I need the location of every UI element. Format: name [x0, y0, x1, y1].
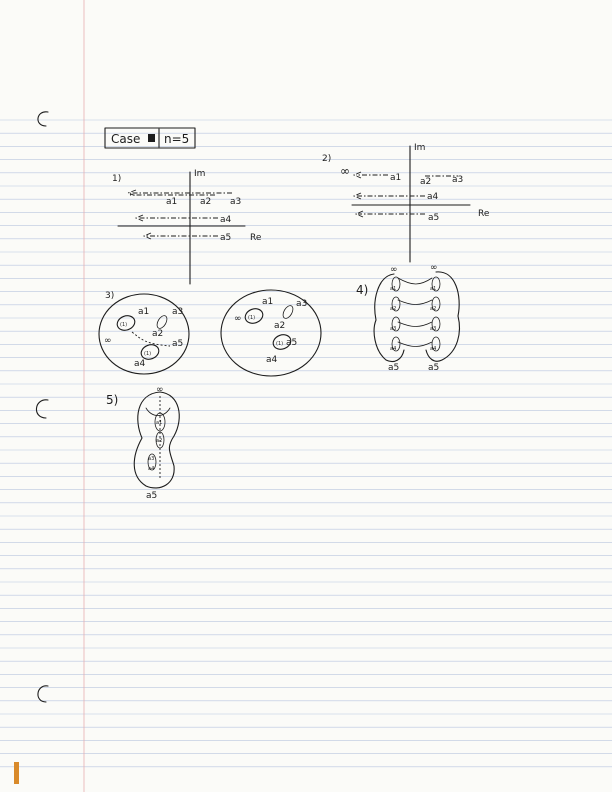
sketch-3-right-handle-1: [244, 308, 264, 324]
sketch-3-left-hole-a1: [156, 315, 168, 329]
sketch-2-point-a2: a2: [420, 177, 431, 187]
sketch-3-right-loop-1: (1): [248, 315, 255, 321]
scribble-mark: [148, 134, 155, 142]
sketch-2-point-a1: a1: [390, 173, 401, 183]
sketch-4-right-infinity: ∞: [430, 263, 438, 273]
binding-strip: [14, 762, 19, 784]
sketch-3-left-handle-1: [116, 315, 136, 331]
sketch-1-cut-3: [134, 214, 218, 222]
sketch-1-cut-4: [142, 232, 218, 240]
sketch-3-number: 3): [105, 291, 114, 301]
sketch-4-bridge-4: [397, 341, 433, 347]
binder-hole-middle: [35, 399, 49, 419]
sketch-4-right-a3: a3: [430, 326, 436, 332]
case-label: Case: [111, 132, 140, 146]
sketch-3-left: 3) (1) (1) ∞ a1 a3 a2 a5 a4: [98, 291, 190, 375]
sketch-4-left-a4: a4: [390, 346, 396, 352]
sketch-3-right-a4: a4: [266, 355, 278, 365]
sketch-1-point-a1: a1: [166, 197, 177, 207]
sketch-3-left-loop-1: (1): [120, 322, 127, 328]
sketch-2-re-label: Re: [478, 209, 490, 219]
sketch-4-bridge-2: [397, 299, 433, 305]
sketch-3-right-loop-2: (1): [276, 341, 283, 347]
sketch-1-im-label: Im: [194, 169, 205, 179]
sketch-1: 1) Im Re a1 a2 a3 a4 a5: [112, 169, 262, 285]
sketch-3-left-path: [131, 331, 171, 347]
sketch-5-infinity: ∞: [156, 385, 164, 395]
sketch-5-a1: a1: [156, 420, 162, 426]
sketch-3-left-loop-2: (1): [144, 351, 151, 357]
sketch-3-right-hole-a3: [282, 305, 294, 319]
sketch-1-point-a3: a3: [230, 197, 241, 207]
sketch-3-right-a1: a1: [262, 297, 273, 307]
sketch-3-left-a3: a3: [172, 307, 183, 317]
sketch-3-right: (1) (1) ∞ a1 a3 a2 a5 a4: [220, 289, 322, 377]
sketch-4-left-a3: a3: [390, 326, 396, 332]
sketch-4-left-a5: a5: [388, 363, 399, 373]
case-header-box: [104, 127, 196, 149]
sketch-2-im-label: Im: [414, 143, 425, 153]
sketch-4-bridge-1: [397, 277, 433, 285]
sketch-1-number: 1): [112, 174, 121, 184]
sketch-5-a5: a5: [146, 491, 157, 501]
sketch-5-hole-a1: [154, 412, 166, 432]
sketch-4-right-a2: a2: [430, 306, 436, 312]
binder-hole-bottom: [37, 685, 49, 703]
sketch-2-point-a4: a4: [427, 192, 439, 202]
sketch-2-cut-3: [352, 192, 425, 200]
sketch-3-left-a5: a5: [172, 339, 183, 349]
sketch-2-cut-1: [352, 171, 388, 179]
sketch-3-left-outer: [98, 293, 190, 375]
sketch-3-left-handle-2: [140, 344, 160, 360]
sketch-5-outline: [133, 391, 180, 489]
sketch-3-right-a3: a3: [296, 299, 307, 309]
sketch-4-right-a5: a5: [428, 363, 439, 373]
sketch-3-left-a1: a1: [138, 307, 149, 317]
sketch-4-number: 4): [356, 283, 368, 297]
sketch-5-a2: a2: [156, 438, 162, 444]
sketch-4-right-a1: a1: [430, 286, 436, 292]
n-label: n=5: [164, 132, 189, 146]
sketch-5-a3: a3: [148, 456, 154, 462]
sketch-1-point-a5: a5: [220, 233, 231, 243]
sketch-5-a4: a4: [148, 466, 154, 472]
sketch-3-left-a4: a4: [134, 359, 146, 369]
sketch-4-left-infinity: ∞: [390, 265, 398, 275]
sketch-2-cut-4: [354, 210, 425, 218]
sketch-2: 2) Im Re ∞ a1 a2 a3 a4 a5: [322, 143, 490, 263]
sketch-5-hole-a3: [147, 453, 157, 471]
sketch-5-upper-fold: [145, 407, 171, 416]
sketch-4-left-a1: a1: [390, 286, 396, 292]
sketch-3-right-handle-2: [272, 334, 292, 350]
sketch-4-left-a2: a2: [390, 306, 396, 312]
sketch-2-infinity: ∞: [340, 164, 350, 178]
sketch-4-left-cuts: [391, 276, 401, 352]
sketch-5-hole-a2: [155, 431, 165, 449]
sketch-1-point-a2: a2: [200, 197, 211, 207]
sketch-2-point-a5: a5: [428, 213, 439, 223]
sketch-3-right-infinity: ∞: [234, 314, 242, 324]
ruled-lines: [0, 119, 612, 768]
case-header: Case n=5: [104, 127, 196, 149]
sketch-5-number: 5): [106, 393, 118, 407]
sketch-4-right-cuts: [431, 276, 441, 352]
sketch-3-right-a5: a5: [286, 338, 297, 348]
binder-hole-top: [37, 111, 49, 127]
sketch-2-point-a3: a3: [452, 175, 463, 185]
sketch-4: 4) ∞ ∞ a1 a2 a3 a4 a5 a1 a2 a3 a4 a5: [356, 263, 460, 373]
sketch-4-right-tube: [425, 271, 460, 362]
sketch-2-number: 2): [322, 154, 331, 164]
sketch-1-re-label: Re: [250, 233, 262, 243]
sketch-4-left-tube: [373, 273, 405, 363]
sketch-5: 5) ∞ a1 a2 a3 a4 a5: [106, 385, 180, 501]
sketch-3-left-infinity: ∞: [104, 336, 112, 346]
sketch-3-left-a2: a2: [152, 329, 163, 339]
sketch-4-bridge-3: [397, 321, 433, 327]
sketch-1-point-a4: a4: [220, 215, 232, 225]
sketch-4-right-a4: a4: [430, 346, 436, 352]
sketch-3-right-outer: [220, 289, 322, 377]
sketch-3-right-a2: a2: [274, 321, 285, 331]
